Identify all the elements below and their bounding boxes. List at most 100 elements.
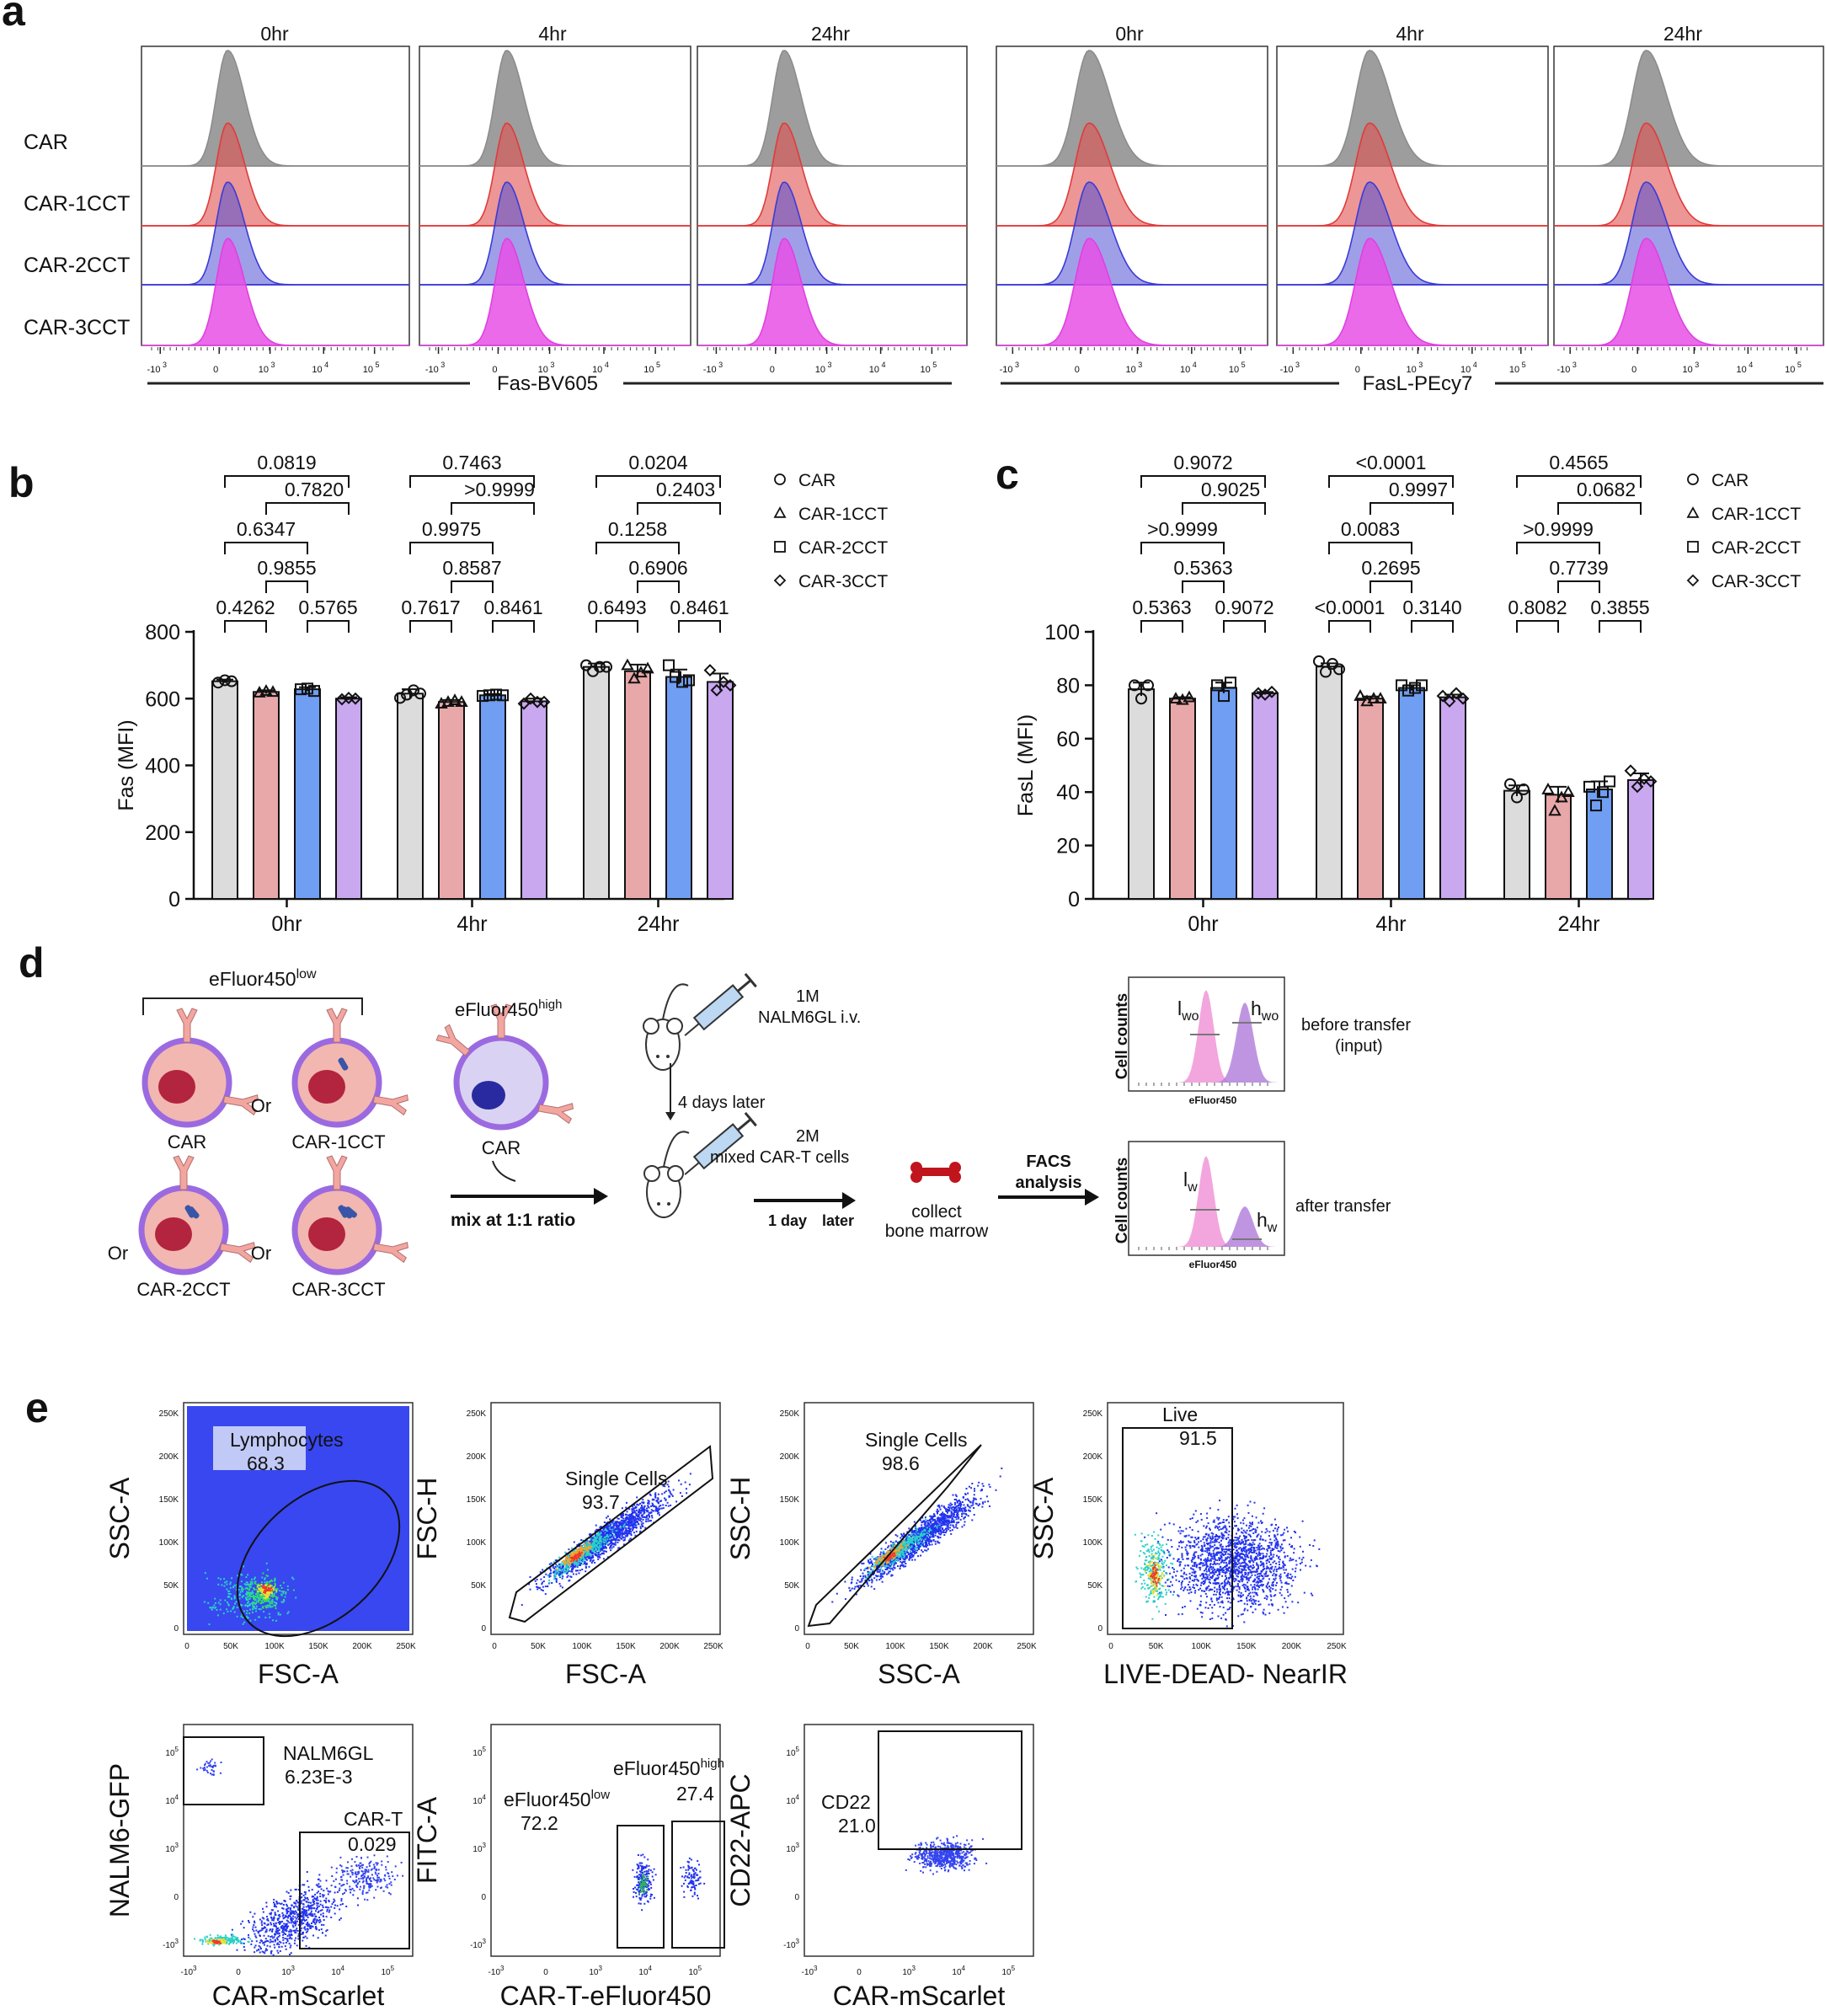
- cell-counts-label: Cell counts: [1113, 993, 1131, 1079]
- event-dot: [240, 1591, 242, 1593]
- data-point-CAR: [1314, 656, 1324, 666]
- y-tick-label: 250K: [159, 1409, 179, 1419]
- event-dot: [972, 1502, 974, 1504]
- event-dot: [628, 1527, 630, 1529]
- event-dot: [268, 1598, 270, 1600]
- event-dot: [925, 1541, 926, 1543]
- event-dot: [274, 1595, 275, 1596]
- event-dot: [611, 1529, 613, 1531]
- row-label-car: CAR: [24, 131, 68, 154]
- event-dot: [647, 1521, 649, 1522]
- event-dot: [569, 1580, 570, 1581]
- event-dot: [267, 1600, 269, 1602]
- event-dot: [926, 1520, 928, 1521]
- x-tick-label: 100K: [572, 1642, 592, 1651]
- event-dot: [939, 1521, 941, 1523]
- p-value-label: 0.8587: [442, 557, 501, 579]
- event-dot: [605, 1537, 606, 1538]
- event-dot: [261, 1581, 263, 1583]
- event-dot: [641, 1516, 643, 1517]
- event-dot: [854, 1588, 856, 1590]
- event-dot: [551, 1563, 553, 1564]
- event-dot: [220, 1603, 222, 1605]
- event-dot: [260, 1608, 262, 1610]
- receptor-shape: [177, 1008, 197, 1042]
- event-dot: [242, 1596, 243, 1597]
- event-dot: [881, 1548, 883, 1549]
- event-dot: [915, 1533, 916, 1535]
- event-dot: [862, 1580, 863, 1581]
- event-dot: [906, 1555, 908, 1557]
- time-label-fasl-4hr: 4hr: [1396, 23, 1424, 45]
- event-dot: [609, 1527, 611, 1529]
- event-dot: [957, 1527, 958, 1529]
- event-dot: [253, 1595, 254, 1596]
- event-dot: [933, 1536, 935, 1537]
- event-dot: [249, 1620, 251, 1622]
- event-dot: [530, 1589, 531, 1591]
- event-dot: [580, 1539, 582, 1541]
- event-dot: [958, 1505, 959, 1506]
- event-dot: [668, 1489, 670, 1491]
- event-dot: [267, 1575, 269, 1577]
- event-dot: [606, 1540, 607, 1542]
- event-dot: [246, 1616, 248, 1618]
- efluor-high-label: eFluor450high: [455, 997, 562, 1020]
- car-receptor: [327, 1156, 347, 1190]
- event-dot: [857, 1580, 858, 1581]
- gate-value: 68.3: [247, 1452, 285, 1474]
- event-dot: [264, 1606, 266, 1607]
- event-dot: [942, 1511, 943, 1513]
- event-dot: [654, 1505, 655, 1507]
- event-dot: [873, 1559, 875, 1560]
- event-dot: [590, 1559, 592, 1560]
- event-dot: [952, 1517, 953, 1519]
- event-dot: [860, 1569, 862, 1571]
- event-dot: [213, 1605, 215, 1607]
- event-dot: [927, 1522, 929, 1524]
- event-dot: [880, 1552, 882, 1553]
- event-dot: [530, 1576, 531, 1578]
- event-dot: [643, 1522, 644, 1524]
- event-dot: [939, 1514, 941, 1516]
- event-dot: [592, 1555, 594, 1557]
- y-tick-label: 20: [1056, 835, 1080, 858]
- event-dot: [630, 1537, 632, 1539]
- x-tick-label: 50K: [223, 1642, 238, 1651]
- event-dot: [616, 1532, 617, 1534]
- event-dot: [228, 1605, 230, 1607]
- cell-membrane: [456, 1038, 546, 1127]
- event-dot: [249, 1595, 251, 1596]
- event-dot: [860, 1575, 862, 1577]
- event-dot: [935, 1535, 937, 1537]
- event-dot: [605, 1538, 606, 1540]
- event-dot: [942, 1514, 944, 1516]
- event-dot: [845, 1598, 846, 1600]
- event-dot: [542, 1586, 544, 1588]
- event-dot: [931, 1540, 932, 1542]
- event-dot: [629, 1516, 631, 1517]
- efluor-axis-label: eFluor450: [1189, 1259, 1237, 1270]
- event-dot: [571, 1548, 573, 1549]
- event-dot: [613, 1527, 615, 1528]
- event-dot: [569, 1567, 570, 1569]
- event-dot: [867, 1571, 868, 1573]
- event-dot: [259, 1608, 260, 1610]
- p-value-label: 0.6906: [628, 557, 687, 579]
- event-dot: [257, 1596, 259, 1597]
- event-dot: [604, 1544, 606, 1546]
- event-dot: [280, 1614, 281, 1616]
- event-dot: [946, 1530, 948, 1532]
- x-axis-label: FSC-A: [565, 1659, 647, 1689]
- event-dot: [897, 1565, 899, 1567]
- event-dot: [911, 1544, 913, 1546]
- event-dot: [690, 1473, 691, 1474]
- event-dot: [262, 1607, 264, 1609]
- event-dot: [560, 1586, 562, 1587]
- p-value-label: 0.7739: [1549, 557, 1608, 579]
- event-dot: [545, 1586, 547, 1587]
- event-dot: [556, 1580, 558, 1581]
